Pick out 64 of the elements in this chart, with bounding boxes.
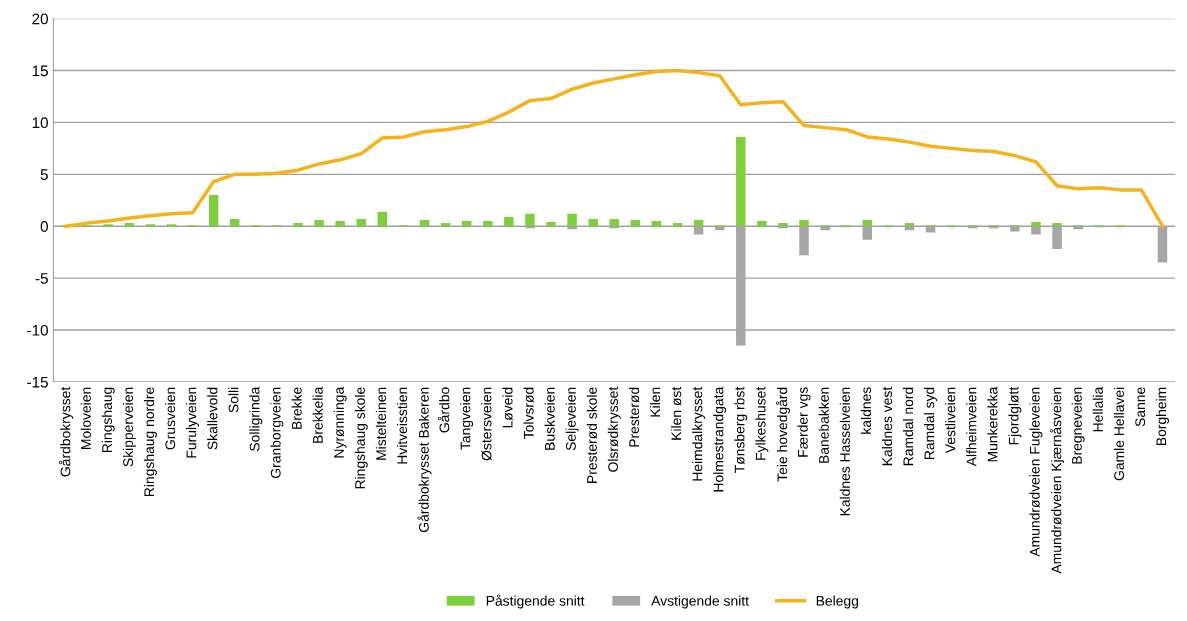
x-tick-label: Ramdal syd (924, 387, 938, 459)
x-tick-label: Mistelteinen (375, 387, 387, 460)
legend-label: Påstigende snitt (486, 594, 585, 609)
x-tick-label: Presterød (628, 387, 640, 447)
x-tick-label: Gårdbo (437, 387, 450, 433)
y-tick-label: 10 (32, 117, 48, 129)
x-tick-label: Ramdal nord (902, 387, 914, 466)
legend-label: Avstigende snitt (651, 595, 749, 609)
x-tick-label: Bregneveien (1071, 387, 1085, 464)
x-tick-label: Fjordgløtt (1008, 386, 1022, 445)
x-tick-label: Vestliveien (945, 387, 956, 454)
x-tick-label: Holmestrandgata (713, 386, 727, 492)
x-tick-label: Gårdbokrysset Bakeren (417, 387, 432, 532)
x-tick-label: Østersveien (481, 387, 492, 461)
x-tick-label: Seljeveien (565, 387, 579, 451)
x-tick-label: Presterød skole (586, 387, 598, 483)
x-tick-label: Færder vgs (797, 387, 811, 457)
x-tick-label: Ringshaug skole (354, 387, 368, 489)
x-tick-label: Tønsberg rbst (734, 386, 748, 473)
y-tick-label: -5 (35, 273, 48, 284)
x-tick-label: Nyrønninga (333, 386, 347, 458)
x-tick-label: Banebakken (818, 387, 829, 463)
y-tick-label: -15 (27, 376, 48, 388)
x-tick-label: Heimdalkrysset (692, 386, 706, 481)
y-tick-label: 20 (32, 13, 48, 25)
x-tick-label: Kaldnes vest (881, 386, 893, 466)
x-tick-label: Brekkelia (312, 386, 323, 443)
x-tick-label: Ringshaug (101, 387, 115, 453)
x-tick-label: Ringshaug nordre (143, 387, 157, 497)
x-tick-label: Fylkeshuset (755, 386, 769, 460)
x-tick-label: Gårdbokrysset (59, 386, 74, 477)
x-tick-label: Solligrinda (249, 386, 263, 451)
y-tick-label: -10 (27, 324, 48, 336)
x-tick-label: Buskveien (544, 387, 555, 450)
x-tick-label: Brekke (291, 387, 302, 429)
x-tick-label: Teie hovedgård (775, 387, 790, 482)
x-tick-label: Amundrødveien Kjærnåsveien (1050, 387, 1065, 574)
x-tick-label: Løveid (502, 387, 513, 428)
y-tick-label: 15 (32, 65, 48, 77)
y-tick-label: 5 (40, 169, 48, 181)
y-tick-label: 0 (40, 221, 48, 232)
x-tick-label: Kilen øst (671, 386, 682, 440)
x-tick-label: Sanne (1135, 387, 1146, 427)
x-tick-label: Solli (228, 387, 239, 413)
x-tick-label: Skipperveien (122, 387, 136, 467)
x-tick-label: Hvitveisstien (396, 387, 408, 464)
x-tick-label: Tangveien (460, 387, 474, 450)
x-tick-label: kaldnes (860, 387, 872, 434)
x-tick-label: Munkerekka (987, 386, 998, 462)
x-tick-label: Tolvsrød (523, 387, 534, 439)
x-tick-label: Amundrødveien Fugleveien (1029, 387, 1043, 557)
x-tick-label: Gamle Hellavei (1113, 387, 1125, 481)
x-tick-label: Olsrødkrysset (607, 386, 621, 472)
x-tick-label: Borgheim (1156, 387, 1169, 446)
x-tick-label: Granborgveien (270, 387, 284, 478)
x-tick-label: Kilen (649, 387, 661, 417)
x-tick-label: Furulyveien (186, 387, 200, 458)
legend-label: Belegg (816, 595, 858, 609)
x-tick-label: Grusveien (165, 387, 176, 450)
x-tick-label: Hellalia (1092, 386, 1103, 432)
x-tick-label: Skallevold (207, 387, 218, 450)
x-tick-label: Alfheimveien (966, 387, 977, 467)
x-tick-label: Kaldnes Hasselveien (839, 387, 850, 516)
x-tick-label: Moloveien (80, 387, 91, 449)
